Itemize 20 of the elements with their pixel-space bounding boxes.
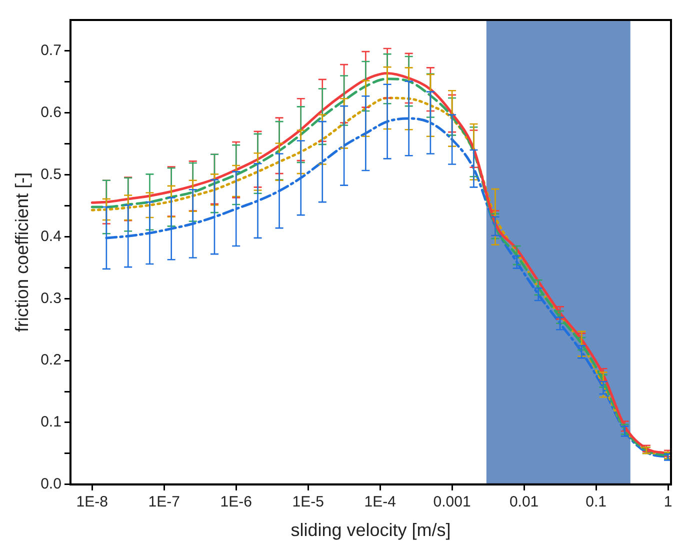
x-tick-label: 0.001: [433, 494, 471, 511]
x-tick-label: 1E-4: [364, 494, 396, 511]
x-tick-label: 1E-5: [292, 494, 324, 511]
y-tick-label: 0.7: [40, 42, 62, 60]
y-tick-label: 0.6: [40, 104, 62, 122]
x-tick-label: 0.1: [586, 494, 606, 511]
x-axis-title: sliding velocity [m/s]: [290, 520, 451, 540]
y-axis-title: friction coefficient [-]: [12, 172, 32, 332]
y-tick-label: 0.1: [40, 414, 62, 431]
x-tick-label: 1E-6: [220, 494, 252, 511]
x-tick-label: 0.01: [509, 494, 539, 511]
y-tick-label: 0.4: [40, 228, 62, 245]
x-tick-label: 1E-8: [76, 494, 108, 511]
y-tick-label: 0.0: [40, 476, 62, 493]
x-tick-label: 1: [664, 494, 672, 511]
y-tick-label: 0.3: [40, 290, 62, 307]
x-tick-label: 1E-7: [148, 494, 180, 511]
y-tick-label: 0.2: [40, 352, 62, 369]
point: [576, 345, 586, 359]
y-tick-label: 0.5: [40, 166, 62, 183]
